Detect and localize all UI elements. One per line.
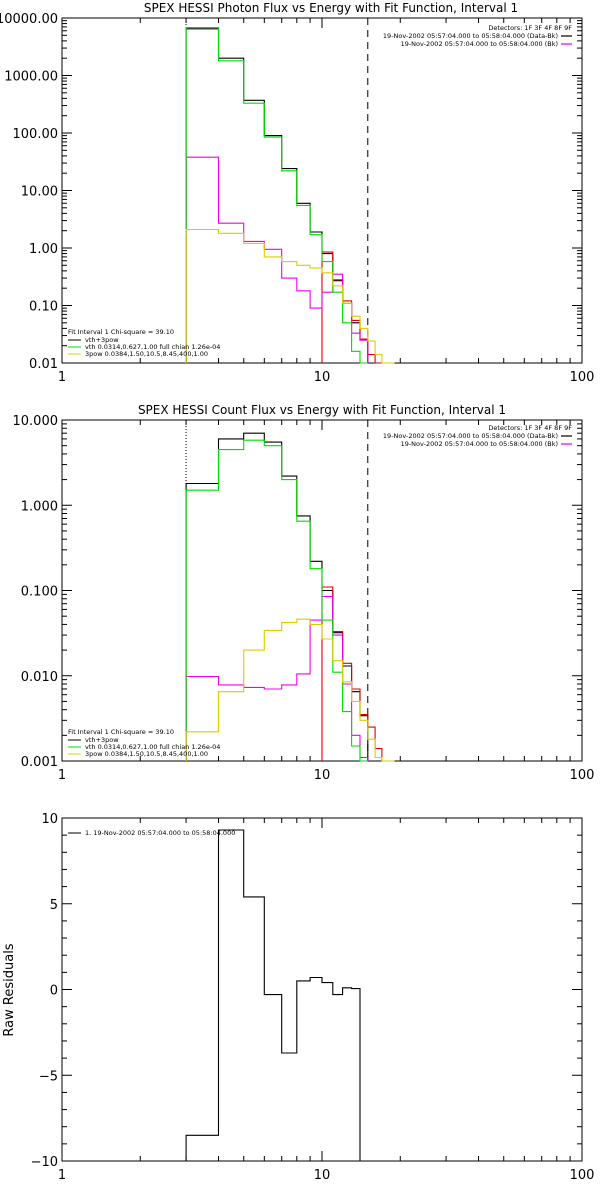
photon-chart-title: SPEX HESSI Photon Flux vs Energy with Fi…	[144, 1, 518, 15]
count-flux-panel: SPEX HESSI Count Flux vs Energy with Fit…	[13, 403, 595, 783]
photon-legend-fit-interval: Fit Interval 1 Chi-square = 39.10	[68, 328, 174, 336]
photon-legend-detectors: Detectors: 1F 3F 4F 8F 9F	[488, 24, 572, 32]
photon-y-tick-label-10000-00: 10000.00	[0, 12, 58, 27]
photon-axis-ticks: 1 10 100 10000.00 1000.00 100.00 10.00 1.00 0.10…	[0, 12, 594, 385]
residuals-series-group	[185, 829, 361, 1161]
count-legend-bk: 19-Nov-2002 05:57:04.000 to 05:58:04.000…	[401, 440, 558, 448]
photon-series-vth	[185, 27, 368, 364]
count-y-tick-label-1-000: 1.000	[21, 499, 58, 514]
count-series-vth-3pow	[185, 595, 369, 761]
count-marker-lines	[185, 420, 369, 761]
photon-y-tick-label-0-10: 0.10	[29, 300, 58, 315]
residuals-y-tick-label-5: 5	[50, 898, 58, 913]
photon-marker-lines	[185, 18, 369, 363]
count-x-tick-label-1: 1	[58, 768, 66, 783]
count-legend-fit-interval: Fit Interval 1 Chi-square = 39.10	[68, 728, 174, 736]
photon-legend-right: Detectors: 1F 3F 4F 8F 9F 19-Nov-2002 05…	[383, 24, 572, 48]
count-axis-ticks: 1 10 100 10.000 1.000 0.100 0.010 0.001	[13, 414, 595, 783]
photon-legend-sum: vth+3pow	[85, 336, 119, 344]
photon-y-tick-label-1-00: 1.00	[29, 242, 58, 257]
photon-y-tick-label-100-00: 100.00	[13, 127, 59, 142]
count-legend-sum: vth+3pow	[85, 736, 119, 744]
residuals-x-tick-label-1: 1	[58, 1168, 66, 1183]
residuals-y-tick-label-5: −5	[39, 1069, 58, 1084]
photon-flux-panel: SPEX HESSI Photon Flux vs Energy with Fi…	[0, 1, 594, 385]
count-series-group	[185, 432, 395, 762]
count-legend-vth: vth 0.0314,0.627,1.00 full chian 1.26e-0…	[85, 743, 220, 751]
residuals-axis-ticks: 1 10 100 10 5 0 −5 −10	[31, 812, 595, 1183]
residuals-legend-label: 1. 19-Nov-2002 05:57:04.000 to 05:58:04.…	[85, 829, 235, 837]
residuals-x-tick-label-10: 10	[314, 1168, 331, 1183]
residuals-y-tick-label-10: 10	[41, 812, 58, 827]
count-x-tick-label-10: 10	[314, 768, 331, 783]
count-y-tick-label-0-100: 0.100	[21, 585, 58, 600]
count-x-tick-label-100: 100	[570, 768, 595, 783]
photon-legend-bk: 19-Nov-2002 05:57:04.000 to 05:58:04.000…	[401, 40, 558, 48]
photon-x-tick-label-1: 1	[58, 370, 66, 385]
residuals-plot-frame	[61, 817, 583, 1162]
residuals-legend: 1. 19-Nov-2002 05:57:04.000 to 05:58:04.…	[68, 829, 235, 837]
photon-series-data-bk	[185, 28, 369, 363]
photon-series-vth-3pow	[185, 156, 369, 363]
count-y-tick-label-0-001: 0.001	[21, 755, 58, 770]
residuals-y-label: Raw Residuals	[2, 943, 17, 1036]
count-legend-right: Detectors: 1F 3F 4F 8F 9F 19-Nov-2002 05…	[383, 424, 572, 448]
count-legend-left: Fit Interval 1 Chi-square = 39.10 vth+3p…	[68, 728, 220, 758]
photon-y-tick-label-1000-00: 1000.00	[4, 70, 58, 85]
photon-legend-left: Fit Interval 1 Chi-square = 39.10 vth+3p…	[68, 328, 220, 358]
count-series-3pow	[185, 618, 395, 762]
residuals-x-tick-label-100: 100	[570, 1168, 595, 1183]
residuals-panel: Raw Residuals 1 10 100 10 5 0 −5 −10 1. 19-Nov-…	[2, 812, 594, 1183]
photon-legend-vth: vth 0.0314,0.627,1.00 full chian 1.26e-0…	[85, 343, 220, 351]
photon-legend-3pow: 3pow 0.0384,1.50,10.5,8.45,400,1.00	[85, 350, 208, 358]
photon-x-tick-label-100: 100	[570, 370, 595, 385]
photon-y-tick-label-0-01: 0.01	[29, 357, 58, 372]
count-y-tick-label-0-010: 0.010	[21, 670, 58, 685]
residuals-series-raw-residuals	[185, 829, 361, 1161]
photon-y-tick-label-10-00: 10.00	[21, 185, 58, 200]
count-series-data-bk	[185, 432, 369, 761]
photon-x-tick-label-10: 10	[314, 370, 331, 385]
residuals-y-tick-label-0: 0	[50, 984, 58, 999]
count-legend-detectors: Detectors: 1F 3F 4F 8F 9F	[488, 424, 572, 432]
count-y-tick-label-10-000: 10.000	[13, 414, 59, 429]
photon-series-3pow	[185, 228, 395, 364]
count-legend-data-bk: 19-Nov-2002 05:57:04.000 to 05:58:04.000…	[383, 432, 558, 440]
count-series-vth	[185, 439, 368, 762]
photon-legend-data-bk: 19-Nov-2002 05:57:04.000 to 05:58:04.000…	[383, 32, 558, 40]
count-chart-title: SPEX HESSI Count Flux vs Energy with Fit…	[138, 403, 506, 417]
residuals-y-tick-label-10: −10	[31, 1155, 58, 1170]
count-legend-3pow: 3pow 0.0384,1.50,10.5,8.45,400,1.00	[85, 750, 208, 758]
photon-series-group	[185, 27, 395, 364]
